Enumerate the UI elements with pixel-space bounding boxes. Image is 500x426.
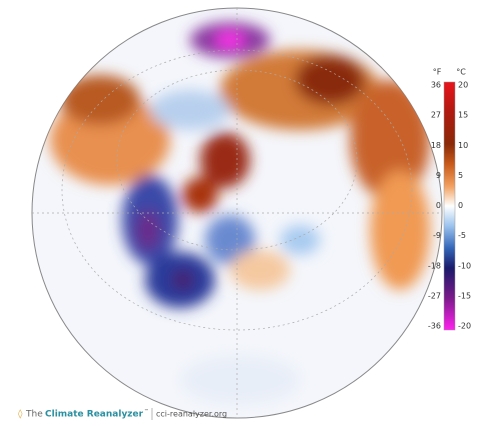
- f-tick-label: -36: [428, 322, 441, 331]
- c-tick-label: 0: [458, 201, 463, 210]
- f-tick-label: -9: [433, 231, 441, 240]
- logo-mark: ™: [144, 409, 149, 415]
- f-tick-label: 27: [431, 111, 441, 120]
- colorbar-scale: [443, 81, 456, 331]
- c-unit: °C: [456, 68, 466, 77]
- footer: ◊ The Climate Reanalyzer ™ cci-reanalyze…: [18, 408, 227, 420]
- f-tick-label: 0: [436, 201, 441, 210]
- logo-icon: ◊: [18, 409, 23, 420]
- c-tick-label: 20: [458, 81, 468, 90]
- f-tick-label: 9: [436, 171, 441, 180]
- c-tick-label: 10: [458, 141, 468, 150]
- c-tick-label: -15: [458, 291, 471, 300]
- f-unit: °F: [433, 68, 442, 77]
- colorbar: °F °C 36 27 18 9 0 -9 -18 -27 -36 20 15 10 5 0 -5 -10 -1…: [428, 68, 471, 331]
- f-tick-label: -18: [428, 261, 441, 270]
- c-tick-label: -20: [458, 322, 471, 331]
- logo-name: Climate Reanalyzer: [45, 410, 144, 420]
- c-tick-label: -10: [458, 261, 471, 270]
- f-tick-label: 36: [431, 81, 441, 90]
- c-tick-label: 15: [458, 111, 468, 120]
- f-tick-label: 18: [431, 141, 441, 150]
- globe: [31, 7, 443, 419]
- c-tick-label: -5: [458, 231, 466, 240]
- logo-prefix: The: [25, 410, 43, 420]
- c-tick-label: 5: [458, 171, 463, 180]
- f-tick-label: -27: [428, 291, 441, 300]
- url: cci-reanalyzer.org: [156, 410, 227, 419]
